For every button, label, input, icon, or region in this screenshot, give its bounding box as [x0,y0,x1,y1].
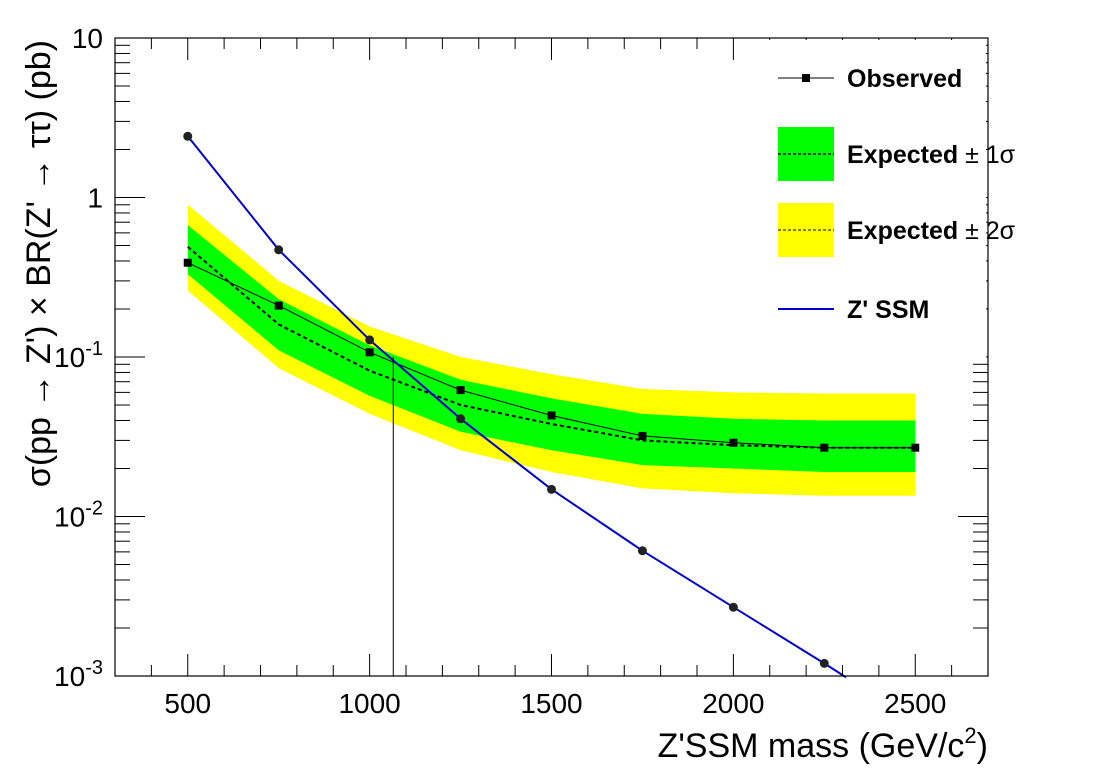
ticks-layer: 500 1000 1500 2000 2500 10 1 10-1 10-2 10-3 [54,23,989,719]
observed-point [365,348,374,357]
x-tick-label: 2500 [884,688,946,719]
observed-point [638,431,647,440]
observed-point [183,258,192,267]
x-tick-label: 500 [164,688,211,719]
ssm-point [456,414,466,424]
y-tick-label: 10 [72,23,103,54]
y-tick-label: 10-3 [54,657,103,692]
legend-observed-marker [802,74,810,82]
ssm-point [819,658,829,668]
observed-point [820,443,829,452]
x-axis-title: Z'SSM mass (GeV/c2) [658,723,988,765]
legend-label-observed: Observed [847,65,962,93]
observed-point [456,386,465,395]
y-tick-label: 1 [87,183,103,214]
legend-label-2sigma: Expected ± 2σ [847,217,1016,245]
legend: Observed Expected ± 1σ Expected ± 2σ Z' SSM [766,40,1016,360]
ssm-point [728,602,738,612]
ssm-point [183,131,193,141]
ssm-point [274,245,284,255]
legend-label-1sigma: Expected ± 1σ [847,141,1016,169]
ssm-point [547,484,556,494]
x-tick-label: 1000 [338,688,400,719]
observed-point [547,411,556,420]
curves-layer [183,131,920,679]
observed-point [911,443,920,452]
x-tick-label: 1500 [520,688,582,719]
observed-point [274,301,283,310]
y-axis-title: σ(pp → Z') × BR(Z' → ττ) (pb) [20,40,58,487]
y-tick-label: 10-2 [54,498,103,533]
ssm-point [365,335,375,345]
legend-background [766,40,986,360]
observed-point [729,438,738,447]
ssm-point [637,546,647,556]
x-tick-label: 2000 [702,688,764,719]
legend-label-ssm: Z' SSM [847,296,929,324]
y-tick-label: 10-1 [54,338,103,373]
